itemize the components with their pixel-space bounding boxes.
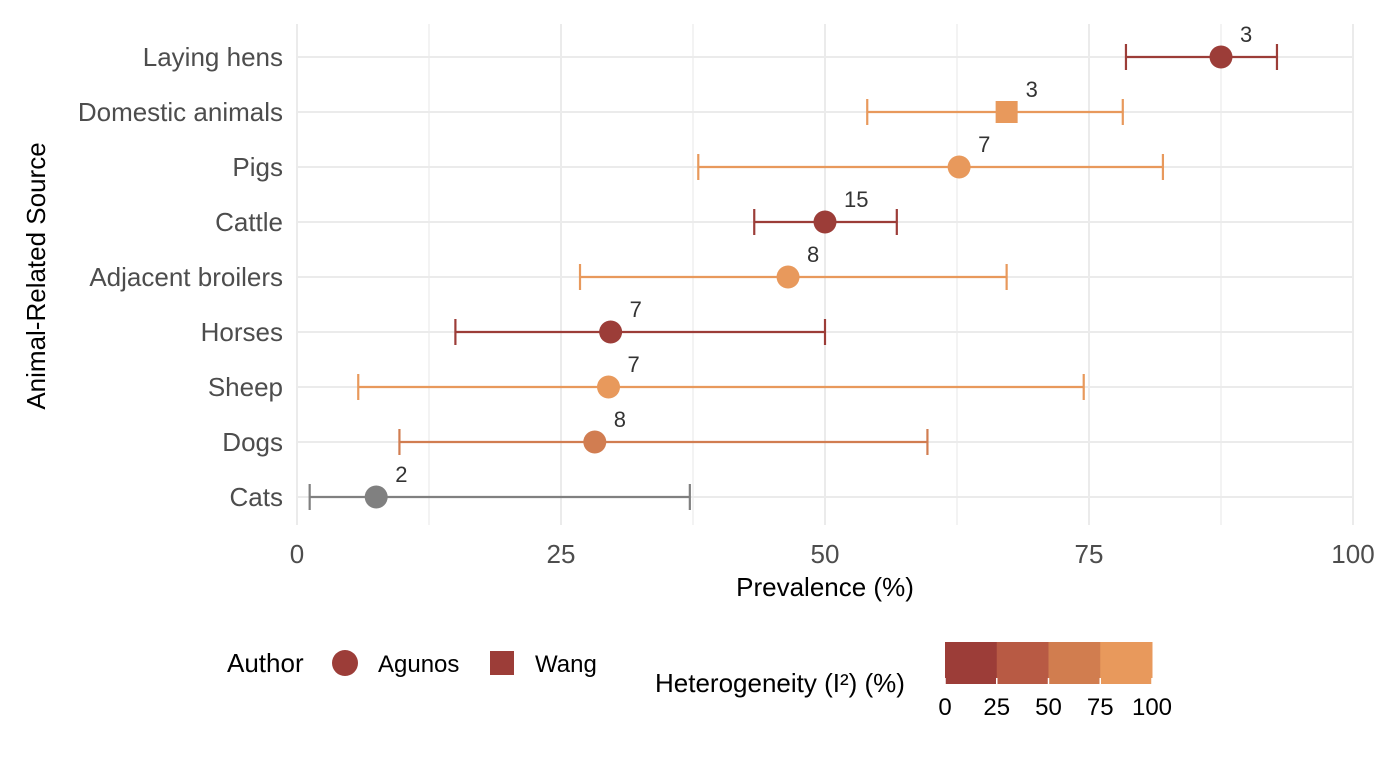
legend-heterogeneity-title: Heterogeneity (I²) (%): [655, 668, 905, 698]
error-bar: [866, 99, 1124, 125]
y-tick-label: Domestic animals: [78, 97, 283, 127]
legend-agunos-label: Agunos: [378, 651, 459, 678]
y-tick-label: Laying hens: [143, 42, 283, 72]
legend-author: Author Agunos Wang: [227, 648, 597, 678]
error-bar: [1124, 44, 1279, 70]
data-point-circle: [1209, 45, 1233, 69]
legend-agunos-symbol: [332, 650, 358, 676]
points: [364, 45, 1233, 509]
count-label: 3: [1240, 22, 1252, 47]
count-label: 3: [1026, 77, 1038, 102]
y-tick-label: Cattle: [215, 207, 283, 237]
data-point-circle: [776, 265, 800, 289]
x-tick-label: 50: [811, 539, 840, 569]
heterogeneity-colorbar-ticks: 0 25 50 75 100: [938, 678, 1172, 721]
error-bar: [357, 374, 1085, 400]
x-tick-label: 75: [1075, 539, 1104, 569]
error-bar: [398, 429, 929, 455]
grid: [296, 24, 1354, 525]
x-tick-label: 100: [1331, 539, 1374, 569]
y-tick-label: Dogs: [222, 427, 283, 457]
count-label: 8: [614, 407, 626, 432]
colorbar-segment: [1048, 642, 1101, 684]
legend-wang-symbol: [490, 651, 514, 675]
y-axis-ticks: Laying hens Domestic animals Pigs Cattle Adj…: [78, 42, 283, 512]
data-point-circle: [947, 155, 971, 179]
data-point-square: [995, 101, 1018, 123]
y-tick-label: Cats: [230, 482, 283, 512]
x-axis-title: Prevalence (%): [736, 572, 914, 602]
data-point-circle: [364, 485, 388, 509]
error-bar: [454, 319, 827, 345]
data-point-circle: [583, 430, 607, 454]
data-point-circle: [599, 320, 623, 344]
count-labels: 3 3 7 15 8 7 7 8 2: [395, 22, 1252, 487]
count-label: 7: [628, 352, 640, 377]
colorbar-segment: [996, 642, 1049, 684]
count-label: 15: [844, 187, 868, 212]
legend-wang-label: Wang: [535, 651, 597, 678]
legend-heterogeneity: Heterogeneity (I²) (%) 0 25 50 75 100: [655, 642, 1172, 721]
colorbar-tick-label: 100: [1132, 694, 1172, 721]
y-axis-title: Animal-Related Source: [21, 142, 51, 409]
colorbar-segment: [1100, 642, 1153, 684]
data-point-circle: [813, 210, 837, 234]
colorbar-tick-label: 75: [1087, 694, 1114, 721]
heterogeneity-colorbar: [945, 642, 1153, 684]
colorbar-tick-label: 0: [938, 694, 951, 721]
y-tick-label: Pigs: [232, 152, 283, 182]
count-label: 2: [395, 462, 407, 487]
colorbar-tick-label: 50: [1035, 694, 1062, 721]
data-point-circle: [597, 375, 621, 399]
x-axis-ticks: 0 25 50 75 100: [290, 539, 1375, 569]
colorbar-tick-label: 25: [983, 694, 1010, 721]
x-tick-label: 25: [547, 539, 576, 569]
x-tick-label: 0: [290, 539, 304, 569]
colorbar-segment: [945, 642, 998, 684]
error-bar: [697, 154, 1165, 180]
count-label: 7: [630, 297, 642, 322]
y-tick-label: Adjacent broilers: [89, 262, 283, 292]
count-label: 7: [978, 132, 990, 157]
legend-author-title: Author: [227, 648, 304, 678]
y-tick-label: Horses: [201, 317, 283, 347]
y-tick-label: Sheep: [208, 372, 283, 402]
count-label: 8: [807, 242, 819, 267]
